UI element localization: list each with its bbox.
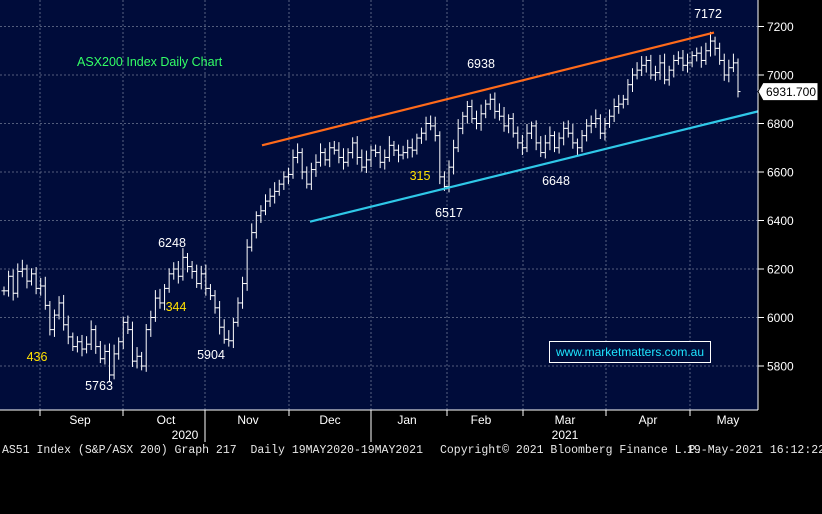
annotation-label: 344	[166, 300, 187, 314]
x-tick-label: Oct	[157, 413, 176, 427]
chart-title: ASX200 Index Daily Chart	[77, 55, 223, 69]
year-label: 2020	[172, 428, 199, 442]
y-tick-label: 6400	[767, 214, 794, 228]
annotation-label: 436	[27, 350, 48, 364]
annotation-label: 6938	[467, 57, 495, 71]
annotation-label: 315	[410, 169, 431, 183]
price-bars	[1, 31, 741, 383]
x-tick-label: Mar	[555, 413, 576, 427]
price-chart: 5800 6000 6200 6400 6600 6800 7000 7200 Sep Oct No…	[0, 0, 819, 442]
footer-timestamp: 19-May-2021 16:12:22	[687, 444, 822, 457]
x-tick-label: Nov	[237, 413, 258, 427]
annotation-label: 6248	[158, 236, 186, 250]
last-price-marker	[757, 82, 819, 102]
gridlines	[0, 0, 758, 410]
annotation-label: 5763	[85, 379, 113, 393]
y-tick-label: 6000	[767, 311, 794, 325]
trendline-lower	[309, 110, 759, 223]
y-tick-label: 6800	[767, 117, 794, 131]
x-tick-label: Apr	[639, 413, 658, 427]
x-tick-label: Dec	[319, 413, 340, 427]
annotation-label: 6517	[435, 206, 463, 220]
axes: 5800 6000 6200 6400 6600 6800 7000 7200 Sep Oct No…	[0, 0, 819, 442]
trendlines	[261, 31, 759, 223]
footer-security-info: AS51 Index (S&P/ASX 200) Graph 217 Daily…	[2, 444, 423, 457]
y-tick-label: 7000	[767, 69, 794, 83]
trendline-upper	[261, 31, 715, 147]
annotations: 7172 6938 6248 6648 6517 5904 5763 315 344 436	[27, 7, 722, 393]
annotation-label: 5904	[197, 348, 225, 362]
x-tick-label: Jan	[397, 413, 416, 427]
y-tick-label: 5800	[767, 360, 794, 374]
y-tick-label: 6600	[767, 166, 794, 180]
footer-bar: AS51 Index (S&P/ASX 200) Graph 217 Daily…	[0, 442, 822, 460]
footer-copyright: Copyright© 2021 Bloomberg Finance L.P.	[440, 444, 703, 457]
last-price-label: 6931.700	[766, 85, 816, 99]
x-tick-label: May	[717, 413, 740, 427]
x-tick-label: Feb	[471, 413, 492, 427]
annotation-label: 7172	[694, 7, 722, 21]
y-tick-label: 6200	[767, 263, 794, 277]
watermark-link[interactable]: www.marketmatters.com.au	[549, 341, 711, 363]
annotation-label: 6648	[542, 174, 570, 188]
year-label: 2021	[552, 428, 579, 442]
x-tick-label: Sep	[69, 413, 91, 427]
y-tick-label: 7200	[767, 20, 794, 34]
